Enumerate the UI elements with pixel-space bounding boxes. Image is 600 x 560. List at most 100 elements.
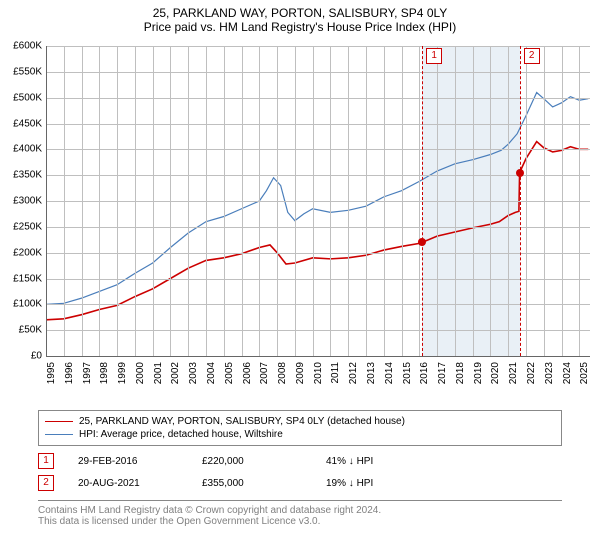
- y-tick-label: £250K: [0, 221, 42, 232]
- sale-dot: [516, 169, 524, 177]
- gridline-v: [259, 46, 260, 356]
- sales-date: 29-FEB-2016: [78, 456, 178, 467]
- event-marker: 2: [524, 48, 540, 64]
- sales-price: £220,000: [202, 456, 302, 467]
- gridline-v: [242, 46, 243, 356]
- chart-area: £0 £50K £100K £150K £200K £250K £300K £350K £400…: [0, 36, 600, 406]
- gridline-v: [313, 46, 314, 356]
- sales-price: £355,000: [202, 478, 302, 489]
- y-tick-label: £50K: [0, 325, 42, 336]
- series-line: [46, 142, 588, 320]
- gridline-v: [508, 46, 509, 356]
- gridline-v: [402, 46, 403, 356]
- gridline-v: [64, 46, 65, 356]
- gridline-v: [135, 46, 136, 356]
- sale-dot: [418, 238, 426, 246]
- y-tick-label: £100K: [0, 299, 42, 310]
- x-tick-label: 1998: [99, 362, 110, 402]
- footnote-line1: Contains HM Land Registry data © Crown c…: [38, 505, 562, 516]
- x-tick-label: 2002: [170, 362, 181, 402]
- gridline-v: [419, 46, 420, 356]
- event-vline: [520, 46, 521, 356]
- x-tick-label: 1997: [82, 362, 93, 402]
- sales-hpi-delta: 41% ↓ HPI: [326, 456, 373, 467]
- y-tick-label: £150K: [0, 273, 42, 284]
- gridline-v: [224, 46, 225, 356]
- gridline-v: [277, 46, 278, 356]
- y-tick-label: £500K: [0, 92, 42, 103]
- x-tick-label: 2005: [224, 362, 235, 402]
- gridline-v: [348, 46, 349, 356]
- x-tick-label: 2010: [313, 362, 324, 402]
- legend-label: HPI: Average price, detached house, Wilt…: [79, 429, 283, 440]
- x-tick-label: 2017: [437, 362, 448, 402]
- x-tick-label: 2001: [153, 362, 164, 402]
- gridline-v: [99, 46, 100, 356]
- legend-swatch: [45, 421, 73, 422]
- gridline-v: [455, 46, 456, 356]
- y-tick-label: £600K: [0, 41, 42, 52]
- gridline-v: [206, 46, 207, 356]
- gridline-v: [295, 46, 296, 356]
- y-tick-label: £0: [0, 351, 42, 362]
- sales-row: 2 20-AUG-2021 £355,000 19% ↓ HPI: [38, 472, 562, 494]
- y-tick-label: £200K: [0, 247, 42, 258]
- x-tick-label: 2020: [490, 362, 501, 402]
- x-tick-label: 2023: [544, 362, 555, 402]
- gridline-v: [473, 46, 474, 356]
- x-tick-label: 2006: [242, 362, 253, 402]
- x-tick-label: 2014: [384, 362, 395, 402]
- gridline-v: [579, 46, 580, 356]
- gridline-v: [82, 46, 83, 356]
- x-tick-label: 1995: [46, 362, 57, 402]
- gridline-v: [490, 46, 491, 356]
- x-axis-line: [46, 356, 590, 357]
- legend: 25, PARKLAND WAY, PORTON, SALISBURY, SP4…: [38, 410, 562, 446]
- x-tick-label: 2009: [295, 362, 306, 402]
- x-tick-label: 2019: [473, 362, 484, 402]
- sales-row: 1 29-FEB-2016 £220,000 41% ↓ HPI: [38, 450, 562, 472]
- gridline-v: [384, 46, 385, 356]
- x-tick-label: 2004: [206, 362, 217, 402]
- sales-table: 1 29-FEB-2016 £220,000 41% ↓ HPI 2 20-AUG-202…: [38, 450, 562, 494]
- gridline-v: [330, 46, 331, 356]
- x-tick-label: 2007: [259, 362, 270, 402]
- gridline-v: [170, 46, 171, 356]
- gridline-v: [153, 46, 154, 356]
- x-tick-label: 2025: [579, 362, 590, 402]
- gridline-v: [117, 46, 118, 356]
- y-tick-label: £350K: [0, 170, 42, 181]
- x-tick-label: 2018: [455, 362, 466, 402]
- gridline-v: [544, 46, 545, 356]
- y-tick-label: £400K: [0, 144, 42, 155]
- x-tick-label: 2011: [330, 362, 341, 402]
- gridline-v: [526, 46, 527, 356]
- x-tick-label: 2012: [348, 362, 359, 402]
- legend-row: 25, PARKLAND WAY, PORTON, SALISBURY, SP4…: [45, 415, 555, 428]
- x-tick-label: 2003: [188, 362, 199, 402]
- gridline-v: [562, 46, 563, 356]
- sales-marker: 1: [38, 453, 54, 469]
- x-tick-label: 2024: [562, 362, 573, 402]
- x-tick-label: 2021: [508, 362, 519, 402]
- x-tick-label: 2008: [277, 362, 288, 402]
- gridline-v: [437, 46, 438, 356]
- x-tick-label: 1999: [117, 362, 128, 402]
- title-address: 25, PARKLAND WAY, PORTON, SALISBURY, SP4…: [0, 6, 600, 20]
- x-tick-label: 2013: [366, 362, 377, 402]
- y-tick-label: £550K: [0, 66, 42, 77]
- legend-swatch: [45, 434, 73, 435]
- sales-date: 20-AUG-2021: [78, 478, 178, 489]
- sales-marker: 2: [38, 475, 54, 491]
- y-tick-label: £300K: [0, 196, 42, 207]
- sales-hpi-delta: 19% ↓ HPI: [326, 478, 373, 489]
- title-subtitle: Price paid vs. HM Land Registry's House …: [0, 20, 600, 34]
- legend-label: 25, PARKLAND WAY, PORTON, SALISBURY, SP4…: [79, 416, 405, 427]
- x-tick-label: 2016: [419, 362, 430, 402]
- y-tick-label: £450K: [0, 118, 42, 129]
- footnote: Contains HM Land Registry data © Crown c…: [38, 500, 562, 527]
- x-tick-label: 1996: [64, 362, 75, 402]
- legend-row: HPI: Average price, detached house, Wilt…: [45, 428, 555, 441]
- event-marker: 1: [426, 48, 442, 64]
- event-vline: [422, 46, 423, 356]
